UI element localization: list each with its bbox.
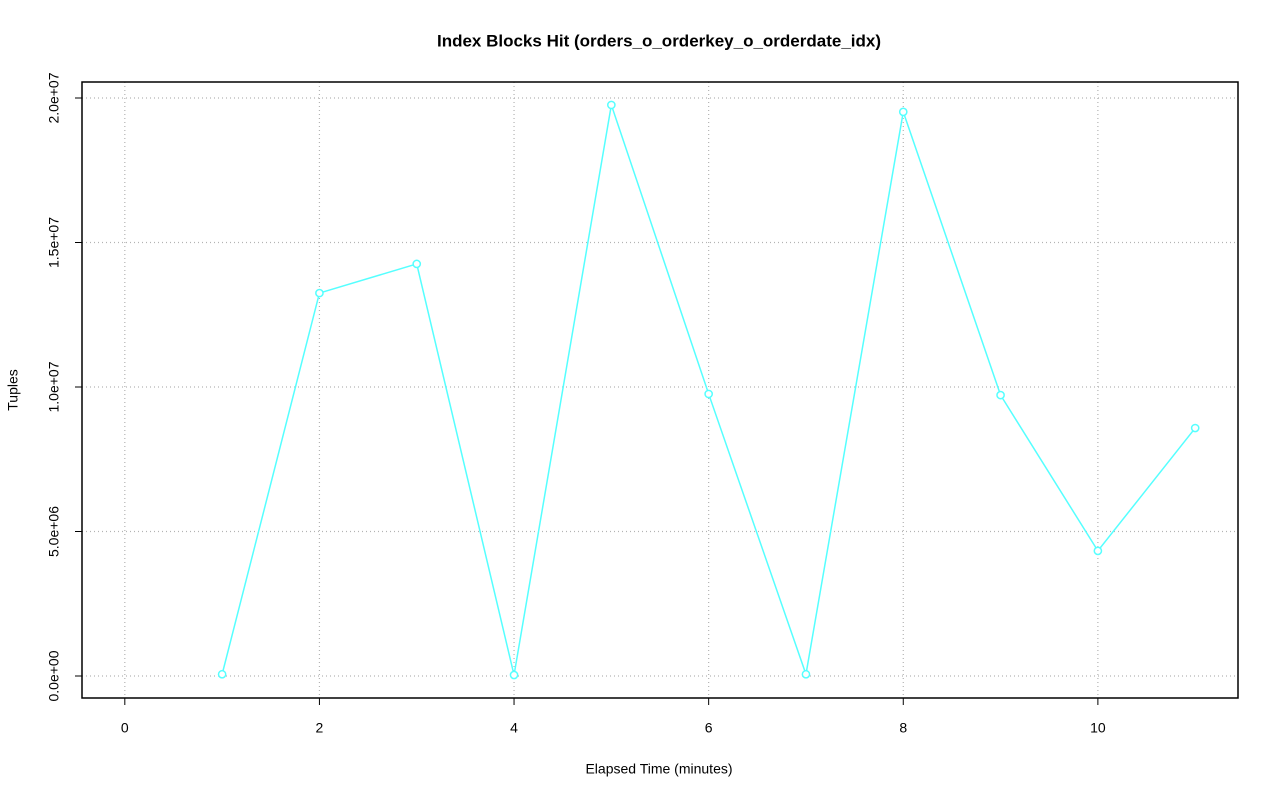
point	[1190, 423, 1200, 433]
y-tick-label: 1.0e+07	[46, 361, 62, 412]
point	[606, 100, 616, 110]
point	[217, 669, 227, 679]
point	[1093, 546, 1103, 556]
x-axis-label: Elapsed Time (minutes)	[585, 761, 732, 777]
point	[412, 259, 422, 269]
plot-frame	[81, 81, 1239, 699]
point	[898, 107, 908, 117]
point	[801, 669, 811, 679]
y-tick-label: 1.5e+07	[46, 217, 62, 268]
x-tick-label: 2	[316, 720, 324, 736]
point	[704, 389, 714, 399]
x-tick-label: 6	[705, 720, 713, 736]
x-tick-label: 0	[121, 720, 129, 736]
y-tick-label: 0.0e+00	[46, 650, 62, 701]
y-axis-label: Tuples	[5, 369, 21, 411]
chart-title: Index Blocks Hit (orders_o_orderkey_o_or…	[437, 31, 881, 50]
point	[509, 670, 519, 680]
y-tick-label: 2.0e+07	[46, 72, 62, 123]
point	[996, 390, 1005, 400]
x-tick-label: 8	[899, 720, 907, 736]
x-tick-label: 4	[510, 720, 518, 736]
x-tick-label: 10	[1090, 720, 1106, 736]
point	[315, 288, 324, 298]
y-tick-label: 5.0e+06	[46, 506, 62, 557]
